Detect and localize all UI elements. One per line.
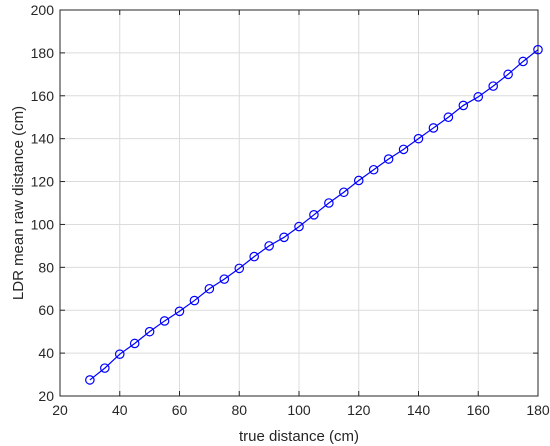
x-tick-label: 100 bbox=[287, 402, 311, 418]
y-tick-label: 200 bbox=[31, 2, 55, 18]
data-point bbox=[368, 164, 379, 175]
x-tick-label: 40 bbox=[112, 402, 128, 418]
grid bbox=[59, 9, 539, 397]
data-point bbox=[249, 251, 259, 262]
data-point bbox=[114, 349, 125, 359]
y-tick-label: 20 bbox=[38, 388, 54, 404]
data-point bbox=[100, 363, 110, 373]
y-axis-label: LDR mean raw distance (cm) bbox=[10, 106, 27, 300]
data-point bbox=[443, 112, 454, 123]
data-point bbox=[129, 338, 140, 349]
data-point bbox=[309, 209, 319, 220]
series-layer bbox=[85, 44, 543, 385]
data-point bbox=[398, 144, 409, 155]
y-tick-label: 160 bbox=[31, 88, 55, 104]
data-point bbox=[85, 375, 95, 385]
y-tick-label: 80 bbox=[38, 259, 54, 275]
x-tick-label: 160 bbox=[467, 402, 491, 418]
data-point bbox=[518, 56, 528, 67]
data-point bbox=[294, 221, 304, 232]
x-tick-label: 80 bbox=[231, 402, 247, 418]
data-point bbox=[234, 263, 245, 274]
y-tick-label: 120 bbox=[31, 174, 55, 190]
data-point bbox=[533, 44, 543, 55]
data-point bbox=[458, 100, 469, 111]
data-point bbox=[324, 198, 334, 208]
y-tick-label: 40 bbox=[38, 345, 54, 361]
x-tick-label: 120 bbox=[347, 402, 371, 418]
data-point bbox=[174, 306, 185, 317]
data-point bbox=[279, 232, 289, 243]
x-axis-label: true distance (cm) bbox=[239, 428, 359, 445]
x-tick-label: 140 bbox=[407, 402, 431, 418]
data-point bbox=[204, 283, 215, 294]
data-point bbox=[488, 81, 498, 91]
y-tick-label: 140 bbox=[31, 131, 55, 147]
y-tick-label: 100 bbox=[31, 216, 55, 232]
x-tick-label: 180 bbox=[526, 402, 550, 418]
ticks: 20 40 60 80 100 120 140 160 180 20 40 60 80 100 120 140… bbox=[31, 2, 550, 418]
data-point bbox=[264, 241, 274, 251]
x-tick-label: 60 bbox=[172, 402, 188, 418]
data-point bbox=[413, 133, 424, 144]
data-point bbox=[473, 92, 484, 102]
series-line bbox=[89, 49, 539, 381]
data-point bbox=[383, 154, 394, 164]
data-point bbox=[189, 295, 200, 306]
y-tick-label: 180 bbox=[31, 45, 55, 61]
x-tick-label: 20 bbox=[52, 402, 68, 418]
data-point bbox=[353, 175, 364, 186]
y-tick-label: 60 bbox=[38, 302, 54, 318]
data-point bbox=[144, 326, 155, 337]
data-point bbox=[159, 316, 170, 326]
data-point bbox=[219, 274, 230, 284]
data-point bbox=[428, 123, 439, 133]
data-point bbox=[503, 69, 513, 80]
data-point bbox=[339, 187, 349, 198]
